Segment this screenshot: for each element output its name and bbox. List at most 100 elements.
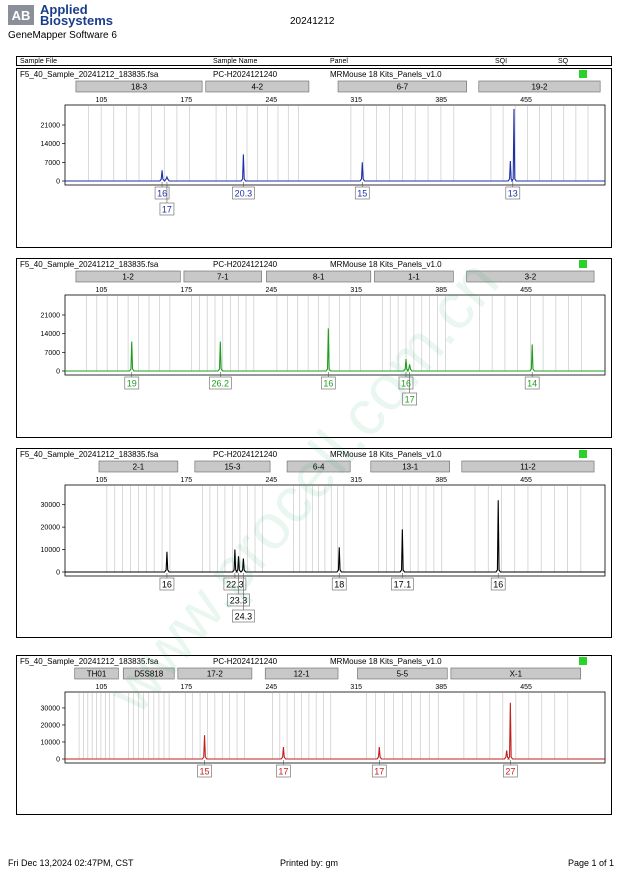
plot-frame (64, 691, 606, 764)
marker-bar (122, 667, 175, 680)
allele-label: 17 (405, 395, 415, 405)
electropherogram-panel: F5_40_Sample_20241212_183835.fsa PC-H2024… (16, 448, 612, 638)
allele-label: 16 (162, 580, 172, 590)
x-tick-label: 455 (520, 477, 532, 484)
y-tick-label: 0 (56, 179, 60, 186)
allele-label: 16 (493, 580, 503, 590)
sample-name: PC-H2024121240 (213, 70, 278, 79)
allele-box (502, 764, 518, 778)
sq-status-indicator (579, 260, 587, 268)
x-tick-label: 175 (181, 684, 193, 691)
marker-bar (183, 270, 262, 283)
y-tick-label: 30000 (41, 705, 61, 712)
sq-status-indicator (579, 657, 587, 665)
trace-line (65, 108, 605, 182)
col-sample-name: Sample Name (213, 58, 258, 65)
chart-svg: 18-3 4-2 6-7 19-2 105 175 245 315 385 455 0 7000 140… (41, 80, 606, 216)
x-tick-label: 455 (520, 684, 532, 691)
marker-bar (357, 667, 448, 680)
allele-label: 19 (127, 379, 137, 389)
y-tick-label: 7000 (44, 160, 60, 167)
allele-box (232, 609, 255, 623)
y-tick-label: 30000 (41, 502, 61, 509)
x-tick-label: 315 (350, 477, 362, 484)
allele-label: 23.3 (230, 596, 248, 606)
y-tick-label: 14000 (41, 141, 61, 148)
x-tick-label: 245 (265, 477, 277, 484)
allele-label: 15 (200, 767, 210, 777)
y-tick-label: 7000 (44, 350, 60, 357)
marker-bar (370, 460, 450, 473)
allele-box (524, 376, 540, 390)
marker-label: 5-5 (397, 670, 409, 679)
y-tick-label: 20000 (41, 722, 61, 729)
trace-line (65, 328, 605, 372)
marker-bar (450, 667, 582, 680)
sample-name: PC-H2024121240 (213, 260, 278, 269)
software-name: GeneMapper Software 6 (8, 30, 117, 41)
report-date: 20241212 (290, 16, 335, 27)
plot-frame (64, 484, 606, 577)
allele-label: 16 (157, 189, 167, 199)
allele-label: 17 (374, 767, 384, 777)
allele-box (159, 202, 175, 216)
allele-label: 22.3 (226, 580, 244, 590)
allele-label: 15 (357, 189, 367, 199)
x-tick-label: 455 (520, 97, 532, 104)
printed-by: Printed by: gm (280, 858, 339, 868)
x-tick-label: 315 (350, 97, 362, 104)
y-tick-label: 0 (56, 369, 60, 376)
col-sqi: SQI (495, 58, 508, 65)
panel-name: MRMouse 18 Kits_Panels_v1.0 (330, 657, 442, 666)
allele-label: 13 (508, 189, 518, 199)
allele-box (320, 376, 336, 390)
marker-bar (266, 270, 372, 283)
x-tick-label: 105 (96, 684, 108, 691)
marker-label: 6-4 (313, 463, 325, 472)
allele-label: 16 (323, 379, 333, 389)
allele-label: 24.3 (235, 612, 253, 622)
x-tick-label: 245 (265, 684, 277, 691)
sample-name: PC-H2024121240 (213, 657, 278, 666)
sample-file-name: F5_40_Sample_20241212_183835.fsa (20, 450, 159, 459)
allele-box (197, 764, 212, 778)
x-tick-label: 105 (96, 97, 108, 104)
marker-bar (264, 667, 339, 680)
electropherogram-panel: F5_40_Sample_20241212_183835.fsa PC-H2024… (16, 655, 612, 815)
marker-bar (337, 80, 467, 93)
marker-label: 13-1 (402, 463, 419, 472)
marker-label: 17-2 (207, 670, 224, 679)
marker-label: 3-2 (525, 273, 537, 282)
allele-box (371, 764, 387, 778)
x-tick-label: 175 (181, 287, 193, 294)
panel-name: MRMouse 18 Kits_Panels_v1.0 (330, 70, 442, 79)
x-tick-label: 245 (265, 287, 277, 294)
marker-bar (466, 270, 595, 283)
brand-line-1: Applied (40, 2, 88, 17)
allele-label: 20.3 (235, 189, 253, 199)
marker-bar (478, 80, 601, 93)
brand-logo-icon: AB (8, 5, 34, 25)
allele-label: 17 (278, 767, 288, 777)
x-tick-label: 315 (350, 684, 362, 691)
col-sample-file: Sample File (20, 58, 57, 65)
col-panel: Panel (330, 58, 348, 65)
marker-bar (205, 80, 310, 93)
y-tick-label: 21000 (41, 123, 61, 130)
marker-label: 2-1 (133, 463, 145, 472)
x-tick-label: 385 (435, 97, 447, 104)
marker-bar (177, 667, 253, 680)
marker-label: 4-2 (252, 83, 264, 92)
x-tick-label: 105 (96, 477, 108, 484)
brand-name: Applied Biosystems (40, 2, 113, 27)
marker-label: 11-2 (520, 463, 536, 472)
y-tick-label: 10000 (41, 739, 61, 746)
marker-label: D5S818 (134, 670, 163, 679)
marker-label: TH01 (87, 670, 107, 679)
allele-box (223, 577, 247, 591)
allele-label: 14 (527, 379, 537, 389)
marker-label: 6-7 (397, 83, 409, 92)
x-tick-label: 385 (435, 684, 447, 691)
marker-bar (461, 460, 595, 473)
chart-svg: 2-1 15-3 6-4 13-1 11-2 105 175 245 315 385 455 0 100… (41, 460, 606, 623)
